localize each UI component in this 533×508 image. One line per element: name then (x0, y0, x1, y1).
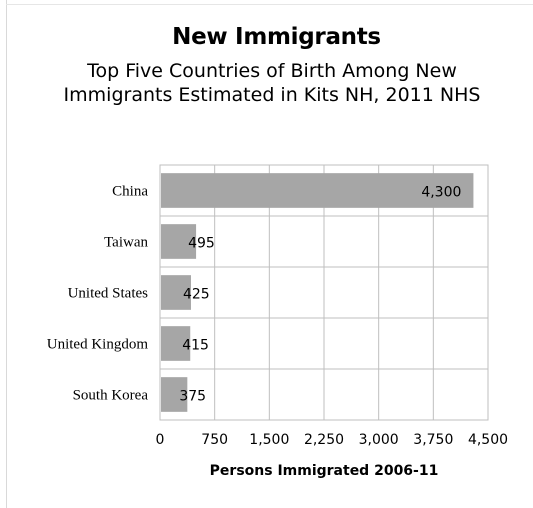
category-label: United Kingdom (47, 337, 149, 353)
x-tick-label: 4,500 (468, 432, 508, 448)
x-tick-label: 2,250 (304, 432, 344, 448)
category-label: South Korea (73, 388, 149, 404)
x-tick-label: 3,000 (359, 432, 399, 448)
chart-title: New Immigrants (172, 24, 381, 50)
bar (161, 173, 474, 208)
frame-border-top (6, 4, 533, 5)
data-label: 495 (188, 236, 215, 252)
category-label: China (112, 184, 148, 200)
x-tick-label: 0 (156, 432, 165, 448)
x-tick-label: 1,500 (249, 432, 289, 448)
x-tick-label: 3,750 (413, 432, 453, 448)
x-axis-title: Persons Immigrated 2006-11 (210, 463, 439, 479)
frame-border-left (6, 0, 7, 508)
bar (161, 326, 191, 361)
data-label: 4,300 (421, 185, 461, 201)
x-tick-label: 750 (201, 432, 228, 448)
category-label: United States (68, 286, 149, 302)
bar (161, 224, 197, 259)
data-label: 415 (182, 338, 209, 354)
category-label: Taiwan (104, 235, 148, 251)
bar (161, 377, 188, 412)
data-label: 425 (183, 287, 210, 303)
chart-subtitle: Top Five Countries of Birth Among New Im… (63, 60, 481, 106)
bar (161, 275, 191, 310)
data-label: 375 (179, 389, 206, 405)
